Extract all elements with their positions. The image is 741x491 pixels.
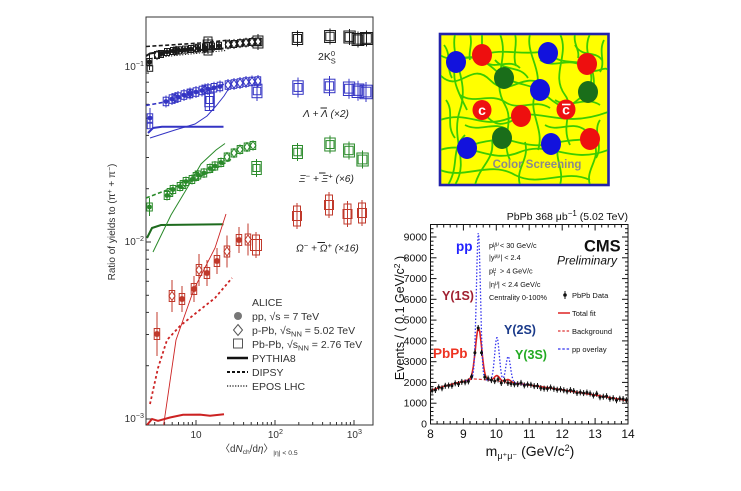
- svg-text:9: 9: [460, 427, 467, 441]
- svg-text:|ημ| < 2.4 GeV/c: |ημ| < 2.4 GeV/c: [489, 280, 541, 289]
- svg-text:5000: 5000: [404, 315, 428, 327]
- svg-text:PbPb Data: PbPb Data: [572, 291, 609, 300]
- svg-text:|yμμ| < 2.4: |yμμ| < 2.4: [489, 253, 521, 262]
- svg-text:1000: 1000: [404, 398, 428, 410]
- svg-text:8: 8: [427, 427, 434, 441]
- svg-text:Centrality 0-100%: Centrality 0-100%: [489, 293, 548, 302]
- svg-text:10: 10: [190, 430, 202, 441]
- svg-text:9000: 9000: [404, 232, 428, 244]
- svg-text:Color Screening: Color Screening: [493, 159, 582, 171]
- svg-text:0: 0: [421, 419, 427, 431]
- svg-text:7000: 7000: [404, 273, 428, 285]
- svg-text:Background: Background: [572, 327, 612, 336]
- svg-text:c: c: [478, 102, 486, 118]
- svg-text:Y(2S): Y(2S): [504, 323, 536, 337]
- svg-text:10: 10: [490, 427, 504, 441]
- svg-text:PbPb 368 μb−1 (5.02 TeV): PbPb 368 μb−1 (5.02 TeV): [507, 209, 628, 223]
- svg-text:p-Pb, √sNN = 5.02 TeV: p-Pb, √sNN = 5.02 TeV: [252, 325, 355, 339]
- svg-text:pp: pp: [456, 239, 473, 254]
- svg-text:3000: 3000: [404, 356, 428, 368]
- svg-text:PYTHIA8: PYTHIA8: [252, 353, 296, 365]
- svg-text:pp, √s = 7 TeV: pp, √s = 7 TeV: [252, 311, 319, 323]
- svg-text:Pb-Pb, √sNN = 2.76 TeV: Pb-Pb, √sNN = 2.76 TeV: [252, 339, 362, 353]
- svg-text:Y(3S): Y(3S): [515, 348, 547, 362]
- svg-text:14: 14: [621, 427, 635, 441]
- svg-text:Total fit: Total fit: [572, 309, 597, 318]
- svg-text:4000: 4000: [404, 335, 428, 347]
- svg-text:Events / ( 0.1 GeV/c2 ): Events / ( 0.1 GeV/c2 ): [392, 256, 407, 380]
- svg-text:12: 12: [556, 427, 570, 441]
- svg-text:Ω− + Ω+ (×16): Ω− + Ω+ (×16): [296, 241, 359, 255]
- svg-text:Ξ− + Ξ+ (×6): Ξ− + Ξ+ (×6): [298, 172, 354, 186]
- svg-text:Λ + Λ (×2): Λ + Λ (×2): [302, 109, 349, 120]
- svg-text:EPOS LHC: EPOS LHC: [252, 381, 306, 393]
- svg-text:6000: 6000: [404, 294, 428, 306]
- svg-text:11: 11: [523, 427, 536, 441]
- svg-text:Preliminary: Preliminary: [557, 254, 618, 268]
- svg-text:Y(1S): Y(1S): [442, 289, 474, 303]
- svg-text:2000: 2000: [404, 377, 428, 389]
- svg-text:CMS: CMS: [584, 238, 621, 256]
- svg-text:ALICE: ALICE: [252, 297, 282, 309]
- svg-text:13: 13: [588, 427, 602, 441]
- svg-text:Ratio of yields to (π+ + π−): Ratio of yields to (π+ + π−): [107, 164, 118, 281]
- svg-text:PbPb: PbPb: [433, 346, 468, 361]
- svg-text:DIPSY: DIPSY: [252, 367, 284, 379]
- svg-text:8000: 8000: [404, 252, 428, 264]
- svg-text:pp overlay: pp overlay: [572, 345, 607, 354]
- svg-text:pμT > 4 GeV/c: pμ T > 4 GeV/c: [489, 267, 533, 279]
- svg-text:c: c: [562, 102, 570, 118]
